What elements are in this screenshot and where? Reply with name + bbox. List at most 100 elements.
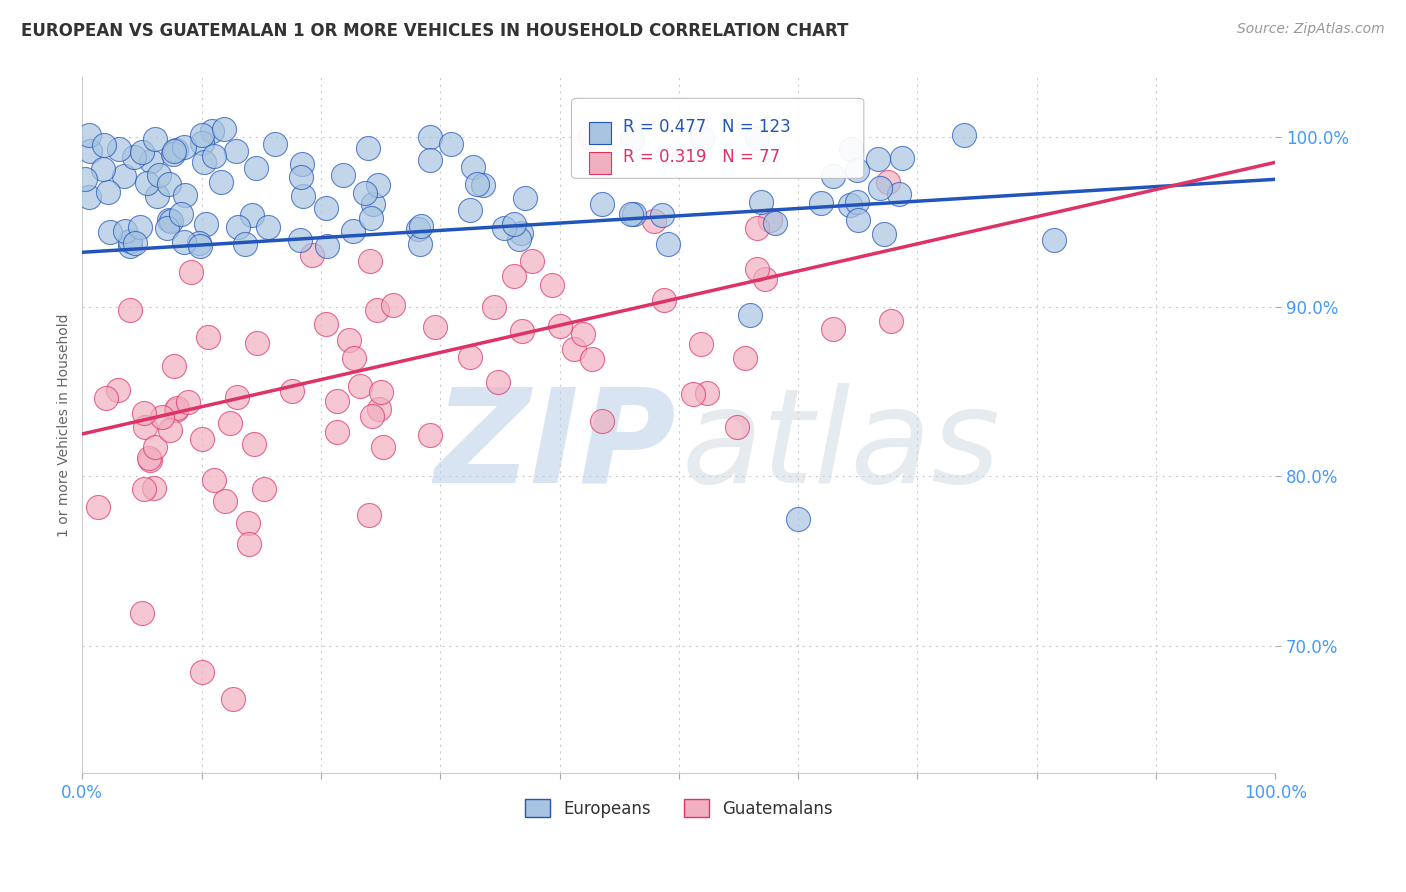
Point (361, 197, 384, 211)
Point (342, 224, 364, 238)
Legend: Europeans, Guatemalans: Europeans, Guatemalans (517, 793, 839, 824)
Point (107, 384, 129, 398)
Point (79, 144, 101, 158)
Point (138, 451, 160, 466)
Point (690, 130, 713, 145)
Point (236, 516, 259, 531)
Bar (589, 152, 610, 174)
Point (419, 427, 441, 442)
Point (226, 220, 249, 235)
Point (165, 143, 187, 157)
Point (191, 136, 214, 150)
Point (173, 235, 195, 249)
Point (440, 136, 463, 151)
Point (740, 308, 762, 322)
Point (763, 216, 786, 230)
Point (157, 177, 180, 191)
Point (482, 300, 505, 314)
Point (810, 196, 832, 211)
Point (226, 390, 249, 404)
Point (461, 161, 484, 175)
Point (77, 190, 100, 204)
Point (846, 212, 869, 227)
Point (953, 128, 976, 142)
Point (292, 189, 315, 203)
Point (163, 359, 186, 373)
Point (162, 147, 184, 161)
Point (423, 320, 446, 334)
Point (288, 233, 311, 247)
Point (408, 236, 430, 251)
Point (366, 303, 388, 318)
Point (291, 157, 314, 171)
Point (540, 278, 562, 293)
Text: EUROPEAN VS GUATEMALAN 1 OR MORE VEHICLES IN HOUSEHOLD CORRELATION CHART: EUROPEAN VS GUATEMALAN 1 OR MORE VEHICLE… (21, 22, 848, 40)
Point (652, 293, 675, 308)
Point (191, 128, 214, 143)
Point (122, 150, 145, 164)
Point (458, 202, 481, 217)
Point (245, 161, 267, 176)
Point (734, 351, 756, 365)
Point (197, 330, 219, 344)
Point (132, 482, 155, 496)
Point (107, 142, 129, 156)
Point (112, 169, 135, 183)
Y-axis label: 1 or more Vehicles in Household: 1 or more Vehicles in Household (58, 314, 72, 537)
Point (177, 395, 200, 409)
Point (188, 235, 211, 250)
Point (188, 239, 211, 253)
Point (118, 234, 141, 248)
Point (419, 153, 441, 167)
Point (494, 221, 516, 235)
Point (143, 441, 166, 455)
Point (160, 213, 183, 227)
Point (96, 392, 118, 406)
Text: R = 0.477   N = 123: R = 0.477 N = 123 (623, 118, 790, 136)
Point (139, 453, 162, 467)
Point (148, 168, 170, 182)
Point (360, 211, 382, 226)
Text: atlas: atlas (682, 383, 1000, 510)
Point (486, 375, 509, 389)
FancyBboxPatch shape (571, 98, 863, 178)
Point (690, 336, 713, 351)
Point (821, 322, 844, 336)
Point (159, 423, 181, 437)
Point (93, 138, 115, 153)
Point (745, 131, 768, 145)
Point (357, 141, 380, 155)
Point (382, 298, 405, 312)
Point (839, 142, 862, 156)
Point (579, 129, 602, 144)
Point (257, 220, 280, 235)
Point (281, 384, 304, 398)
Bar (589, 122, 610, 145)
Point (472, 178, 495, 193)
Point (620, 207, 643, 221)
Point (315, 317, 337, 331)
Point (353, 186, 375, 200)
Point (141, 153, 163, 168)
Point (219, 416, 242, 430)
Point (166, 401, 188, 415)
Point (73, 172, 96, 186)
Point (157, 212, 180, 227)
Point (548, 319, 571, 334)
Point (222, 692, 245, 706)
Point (193, 154, 215, 169)
Point (173, 140, 195, 154)
Point (315, 239, 337, 253)
Point (368, 402, 391, 417)
Point (180, 265, 202, 279)
Point (77, 128, 100, 143)
Point (651, 208, 673, 222)
Point (212, 122, 235, 136)
Point (510, 226, 533, 240)
Point (190, 665, 212, 679)
Point (643, 213, 665, 227)
Point (238, 536, 260, 550)
Point (361, 409, 384, 423)
Point (201, 124, 224, 138)
Point (170, 207, 193, 221)
